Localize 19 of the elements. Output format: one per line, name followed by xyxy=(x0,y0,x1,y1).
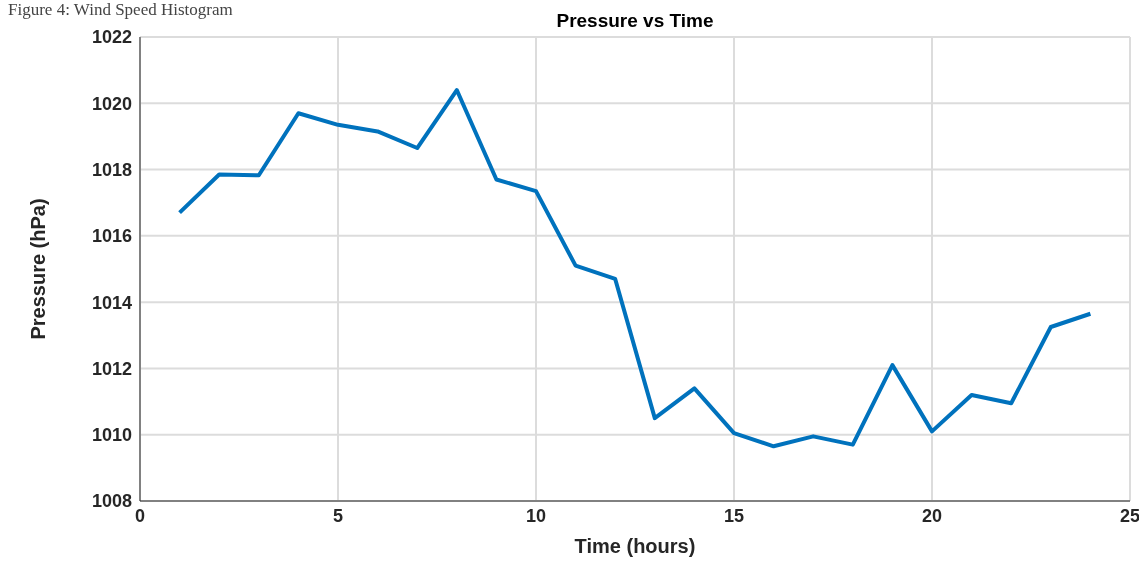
x-tick-label: 25 xyxy=(1119,505,1141,526)
y-tick-label: 1018 xyxy=(91,159,132,180)
x-tick-label: 0 xyxy=(134,505,146,526)
x-tick-label: 20 xyxy=(921,505,943,526)
chart-title: Pressure vs Time xyxy=(556,10,714,31)
x-axis-title: Time (hours) xyxy=(574,535,696,557)
y-tick-label: 1022 xyxy=(91,27,132,48)
line-series xyxy=(177,88,1093,449)
x-tick-label: 10 xyxy=(525,505,547,526)
y-axis-title: Pressure (hPa) xyxy=(27,198,50,340)
y-tick-label: 1016 xyxy=(91,226,132,247)
y-tick-label: 1014 xyxy=(91,292,132,313)
y-tick-label: 1012 xyxy=(91,358,132,379)
y-tick-label: 1020 xyxy=(91,93,132,114)
y-tick-label: 1008 xyxy=(91,491,132,512)
y-tick-label: 1010 xyxy=(91,425,132,446)
caption: Figure 4: Wind Speed Histogram xyxy=(8,0,233,20)
x-tick-label: 15 xyxy=(723,505,745,526)
x-tick-label: 5 xyxy=(332,505,344,526)
